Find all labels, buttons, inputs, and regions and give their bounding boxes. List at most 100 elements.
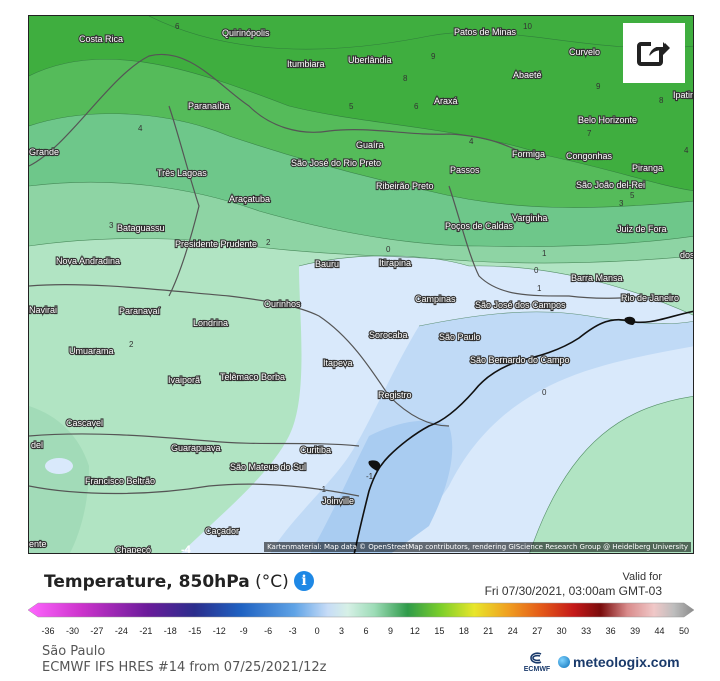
ecmwf-logo: ECMWF <box>522 652 552 673</box>
weather-map[interactable]: Costa Rica Quirinópolis Patos de Minas I… <box>28 15 694 554</box>
colorbar-tick-label: -12 <box>213 626 226 636</box>
isoline-label: 9 <box>431 52 436 61</box>
colorbar-tick-label: 36 <box>606 626 616 636</box>
city-francisco-beltrao: Francisco Beltrão <box>85 476 155 486</box>
city-sao-bernardo: São Bernardo do Campo <box>470 355 570 365</box>
colorbar-tick-label: 39 <box>630 626 640 636</box>
isoline-label: 6 <box>414 102 419 111</box>
isoline-label: 0 <box>542 388 547 397</box>
colorbar-tick-label: -36 <box>41 626 54 636</box>
ecmwf-logo-icon <box>530 652 542 664</box>
city-grande: Grande <box>29 147 59 157</box>
city-cacador: Caçador <box>205 526 239 536</box>
city-navirai: Navirai <box>29 305 57 315</box>
globe-icon <box>558 656 570 668</box>
map-attribution: Kartenmaterial: Map data © OpenStreetMap… <box>264 542 691 552</box>
colorbar-tick-label: 9 <box>388 626 393 636</box>
city-abaete: Abaeté <box>513 70 542 80</box>
isoline-label: 9 <box>596 82 601 91</box>
colorbar-tick-label: -3 <box>289 626 297 636</box>
isoline-label: 5 <box>349 102 354 111</box>
colorbar-tick-label: -15 <box>188 626 201 636</box>
footer-model: ECMWF IFS HRES #14 from 07/25/2021/12z <box>42 660 327 675</box>
info-icon[interactable]: i <box>294 571 314 591</box>
city-bataguassu: Bataguassu <box>117 223 165 233</box>
city-costa-rica: Costa Rica <box>79 34 123 44</box>
colorbar-tick-label: 44 <box>655 626 665 636</box>
colorbar-tick-label: -30 <box>66 626 79 636</box>
colorbar-tick-label: -21 <box>139 626 152 636</box>
city-nova-andradina: Nova Andradina <box>56 256 120 266</box>
city-ente: ente <box>29 539 47 549</box>
city-itapeva: Itapeva <box>323 358 353 368</box>
city-dos: dos <box>680 250 694 260</box>
coastline-island <box>624 316 636 325</box>
city-pocos-de-caldas: Poços de Caldas <box>445 221 514 231</box>
city-tres-lagoas: Três Lagoas <box>157 168 207 178</box>
city-registro: Registro <box>378 390 412 400</box>
city-barra-mansa: Barra Mansa <box>571 273 623 283</box>
valid-for-label: Valid for <box>622 571 662 583</box>
isoline-label: -1 <box>366 472 374 481</box>
city-sao-jose-dos-campos: São José dos Campos <box>475 300 566 310</box>
colorbar-tick-label: 15 <box>434 626 444 636</box>
coastline <box>353 310 693 553</box>
isoline-label: 8 <box>659 96 664 105</box>
isoline-label: 4 <box>684 146 689 155</box>
city-curvelo: Curvelo <box>569 47 600 57</box>
city-guaira: Guaíra <box>356 140 384 150</box>
city-telemaco-borba: Telêmaco Borba <box>220 372 285 382</box>
city-joinville: Joinville <box>322 496 354 506</box>
colorbar-tick-label: 6 <box>363 626 368 636</box>
colorbar-gradient <box>28 602 694 618</box>
colorbar: -36 -30 -27 -24 -21 -18 -15 -12 -9 -6 -3 0 3 6 9 12 15 18… <box>28 602 694 636</box>
city-cascavel: Cascavel <box>66 418 103 428</box>
city-sjrp: São José do Rio Preto <box>291 158 381 168</box>
isoline-label: 2 <box>129 340 134 349</box>
isoline-label: 4 <box>138 124 143 133</box>
isotherms <box>29 16 693 553</box>
city-paranavai: Paranavaí <box>119 306 161 316</box>
city-paranaiba: Paranaíba <box>188 101 230 111</box>
meteologix-brand[interactable]: meteologix.com <box>558 654 680 670</box>
share-icon <box>637 41 670 66</box>
isoline-label: 0 <box>386 245 391 254</box>
isoline-label: 3 <box>619 199 624 208</box>
city-sao-mateus-do-sul: São Mateus do Sul <box>230 462 306 472</box>
city-patos-de-minas: Patos de Minas <box>454 27 517 37</box>
city-bauru: Bauru <box>315 259 339 269</box>
city-piranga: Piranga <box>632 163 663 173</box>
legend-title-unit: (°C) <box>249 572 289 592</box>
city-guarapuava: Guarapuava <box>171 443 221 453</box>
isoline-label: -4 <box>181 544 192 554</box>
colorbar-tick-label: 12 <box>410 626 420 636</box>
colorbar-tick-label: -6 <box>264 626 272 636</box>
colorbar-tick-label: 33 <box>581 626 591 636</box>
legend-title-main: Temperature, 850hPa <box>44 572 250 592</box>
city-itirapina: Itirapina <box>379 258 411 268</box>
colorbar-tick-label: -18 <box>164 626 177 636</box>
city-chapeco: Chapecó <box>115 545 151 554</box>
map-canvas: Costa Rica Quirinópolis Patos de Minas I… <box>29 16 694 554</box>
city-ourinhos: Ourinhos <box>264 299 301 309</box>
city-londrina: Londrina <box>193 318 228 328</box>
share-button[interactable] <box>623 23 685 83</box>
city-sao-paulo: São Paulo <box>439 332 481 342</box>
city-varginha: Varginha <box>512 213 547 223</box>
isoline-label: -1 <box>319 485 327 494</box>
footer-location: São Paulo <box>42 644 106 659</box>
city-del: del <box>31 440 43 450</box>
city-rio-de-janeiro: Rio de Janeiro <box>621 293 679 303</box>
colorbar-tick-label: -24 <box>115 626 128 636</box>
city-sorocaba: Sorocaba <box>369 330 408 340</box>
city-belo-horizonte: Belo Horizonte <box>578 115 637 125</box>
isoline-label: 3 <box>109 221 114 230</box>
isoline-label: 1 <box>542 249 547 258</box>
isoline-label: 6 <box>175 22 180 31</box>
isoline-label: 8 <box>403 74 408 83</box>
city-congonhas: Congonhas <box>566 151 613 161</box>
city-uberlandia: Uberlândia <box>348 55 392 65</box>
valid-date: Fri 07/30/2021, 03:00am GMT-03 <box>484 584 662 598</box>
city-juiz-de-fora: Juiz de Fora <box>617 224 667 234</box>
isoline-labels: 6 10 9 9 4 8 5 6 7 8 4 4 5 3 3 2 0 1 0 1… <box>109 22 689 554</box>
